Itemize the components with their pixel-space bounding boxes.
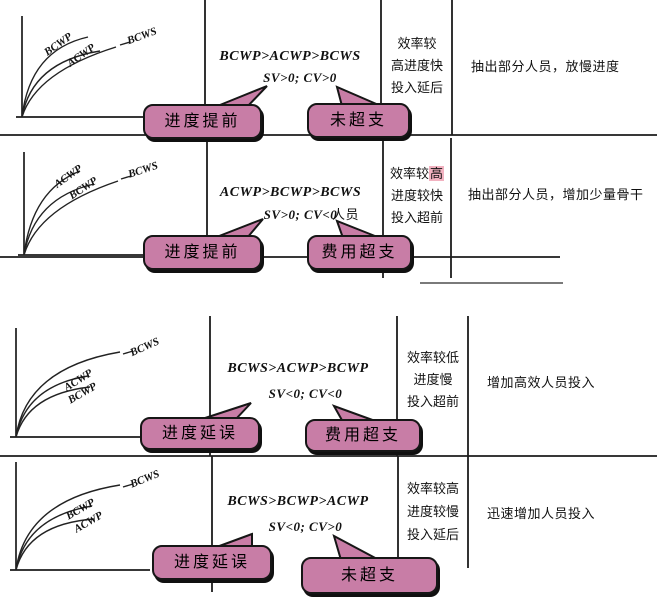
row1-graph: BCWP ACWP BCWS xyxy=(16,16,159,118)
row1-cost-callout: 未超支 xyxy=(307,103,410,138)
row1-schedule-callout: 进度提前 xyxy=(143,104,262,139)
row4-curve-bcwp xyxy=(15,505,93,571)
row4-graph: BCWS BCWP ACWP xyxy=(10,462,162,571)
row1-action: 抽出部分人员，放慢进度 xyxy=(471,59,620,74)
analysis-line: 投入超前 xyxy=(390,210,443,225)
row3-curve-acwp xyxy=(15,375,89,438)
row4-schedule-callout: 进度延误 xyxy=(152,545,272,580)
row2-action-overflow: 人员 xyxy=(332,207,360,222)
row3-label-right: BCWS xyxy=(127,336,161,360)
row1-label-top: BCWP xyxy=(41,31,74,59)
row1-curve-acwp xyxy=(21,50,101,118)
analysis-line: 效率较高 xyxy=(406,481,459,496)
highlighted-char: 高 xyxy=(429,166,445,181)
analysis-line: 投入延后 xyxy=(406,527,459,542)
analysis-line: 高进度快 xyxy=(390,58,443,73)
analysis-text: 效率较 xyxy=(389,166,429,181)
row1-variance: SV>0; CV>0 xyxy=(263,70,337,85)
analysis-line: 进度较快 xyxy=(390,188,443,203)
row3-cost-callout: 费用超支 xyxy=(305,419,421,452)
row1-curve-bcws xyxy=(21,46,117,118)
row1-curve-bcwp xyxy=(21,36,89,118)
row2-curve-acwp xyxy=(23,170,81,256)
analysis-line: 效率较低 xyxy=(406,350,459,365)
row3-action: 增加高效人员投入 xyxy=(487,375,596,390)
row1-bcws-dash xyxy=(119,41,131,46)
analysis-line: 投入超前 xyxy=(406,394,459,409)
row4-relation: BCWS>BCWP>ACWP xyxy=(227,494,369,509)
row4-cost-callout: 未超支 xyxy=(301,557,438,594)
analysis-line: 投入延后 xyxy=(390,80,443,95)
row2-bcws-dash xyxy=(120,175,132,180)
callout-pointers xyxy=(198,85,382,561)
analysis-line: 进度较慢 xyxy=(406,504,459,519)
row1-label-right: BCWS xyxy=(125,25,159,47)
row4-analysis: 效率较高 进度较慢 投入延后 xyxy=(400,477,466,546)
analysis-line: 进度慢 xyxy=(413,372,453,387)
row4-label-right: BCWS xyxy=(128,468,162,491)
analysis-line: 效率较高 xyxy=(385,163,449,185)
row2-action: 抽出部分人员，增加少量骨干 xyxy=(468,187,644,202)
row1-relation: BCWP>ACWP>BCWS xyxy=(219,49,361,64)
row3-graph: BCWS ACWP BCWP xyxy=(10,328,161,438)
row3-curve-bcwp xyxy=(15,386,91,438)
row2-analysis: 效率较高 进度较快 投入超前 xyxy=(385,163,449,229)
row4-bcws-dash xyxy=(122,483,134,488)
row3-bcws-dash xyxy=(122,350,134,355)
row3-curve-bcws xyxy=(15,351,121,438)
row4-action: 迅速增加人员投入 xyxy=(487,506,596,521)
row1-analysis: 效率较 高进度快 投入延后 xyxy=(384,33,450,99)
row2-schedule-callout: 进度提前 xyxy=(143,235,262,270)
row2-variance: SV>0; CV<0 xyxy=(263,207,338,222)
row3-variance: SV<0; CV<0 xyxy=(268,386,343,401)
row2-relation: ACWP>BCWP>BCWS xyxy=(219,185,362,200)
row4-curve-acwp xyxy=(15,518,95,571)
row2-graph: ACWP BCWP BCWS xyxy=(18,152,160,256)
row2-cost-callout: 费用超支 xyxy=(307,235,412,270)
row2-label-right: BCWS xyxy=(126,160,160,181)
row3-analysis: 效率较低 进度慢 投入超前 xyxy=(399,347,467,413)
row3-relation: BCWS>ACWP>BCWP xyxy=(227,361,369,376)
row4-variance: SV<0; CV>0 xyxy=(268,519,343,534)
analysis-line: 效率较 xyxy=(397,36,437,51)
row4-curve-bcws xyxy=(15,484,121,571)
row2-curve-bcwp xyxy=(23,183,95,256)
row2-curve-bcws xyxy=(23,180,119,256)
row3-schedule-callout: 进度延误 xyxy=(140,417,260,450)
